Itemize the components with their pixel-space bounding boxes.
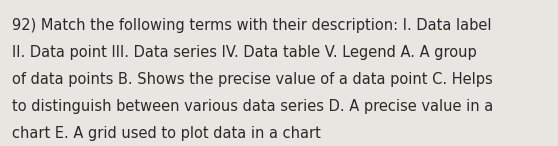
- Text: to distinguish between various data series D. A precise value in a: to distinguish between various data seri…: [12, 99, 493, 114]
- Text: 92) Match the following terms with their description: I. Data label: 92) Match the following terms with their…: [12, 18, 492, 33]
- Text: chart E. A grid used to plot data in a chart: chart E. A grid used to plot data in a c…: [12, 126, 321, 141]
- Text: of data points B. Shows the precise value of a data point C. Helps: of data points B. Shows the precise valu…: [12, 72, 493, 87]
- Text: II. Data point III. Data series IV. Data table V. Legend A. A group: II. Data point III. Data series IV. Data…: [12, 45, 477, 60]
